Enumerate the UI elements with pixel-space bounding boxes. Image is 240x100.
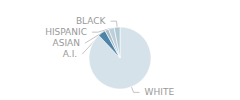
svg-text:BLACK: BLACK <box>76 16 107 26</box>
svg-text:WHITE: WHITE <box>145 87 175 97</box>
svg-text:ASIAN: ASIAN <box>53 38 80 48</box>
svg-text:HISPANIC: HISPANIC <box>45 27 87 37</box>
svg-text:A.I.: A.I. <box>63 49 77 59</box>
